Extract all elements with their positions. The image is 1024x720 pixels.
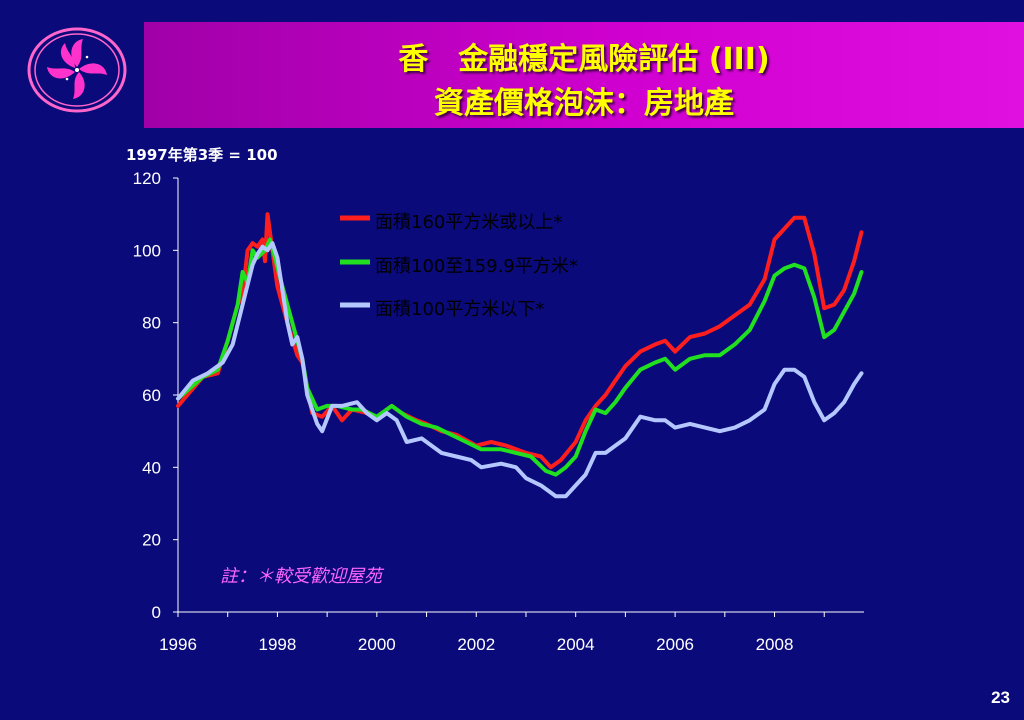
y-axis-unit-label: 1997年第3季 = 100 xyxy=(126,146,278,164)
x-tick-label: 1998 xyxy=(259,635,297,654)
series-line-1 xyxy=(176,212,864,470)
x-tick-label: 1996 xyxy=(159,635,197,654)
page-number: 23 xyxy=(991,688,1010,707)
chart-note: 註：＊較受歡迎屋苑 xyxy=(220,566,385,587)
x-tick-label: 2000 xyxy=(358,635,396,654)
bauhinia-flower-icon xyxy=(27,27,127,113)
x-tick-label: 2004 xyxy=(557,635,595,654)
y-tick-label: 0 xyxy=(152,603,161,622)
y-tick-label: 120 xyxy=(133,169,161,188)
title-banner: 香 金融穩定風險評估 (III) 資產價格泡沫：房地產 xyxy=(144,22,1024,128)
x-tick-label: 2008 xyxy=(756,635,794,654)
series-line-2 xyxy=(176,237,864,477)
y-tick-label: 80 xyxy=(142,314,161,333)
slide-title-line1: 香 金融穩定風險評估 (III) xyxy=(398,42,770,77)
legend-label-2: 面積100至159.9平方米* xyxy=(375,256,578,277)
y-tick-label: 60 xyxy=(142,386,161,405)
y-tick-label: 40 xyxy=(142,458,161,477)
legend-label-1: 面積160平方米或以上* xyxy=(375,212,562,233)
y-tick-label: 100 xyxy=(133,241,161,260)
x-tick-label: 2002 xyxy=(457,635,495,654)
legend-label-3: 面積100平方米以下* xyxy=(375,299,544,320)
series-line-3 xyxy=(176,241,864,499)
x-tick-label: 2006 xyxy=(656,635,694,654)
slide-title-line2: 資產價格泡沫：房地產 xyxy=(434,86,734,121)
y-tick-label: 20 xyxy=(142,531,161,550)
